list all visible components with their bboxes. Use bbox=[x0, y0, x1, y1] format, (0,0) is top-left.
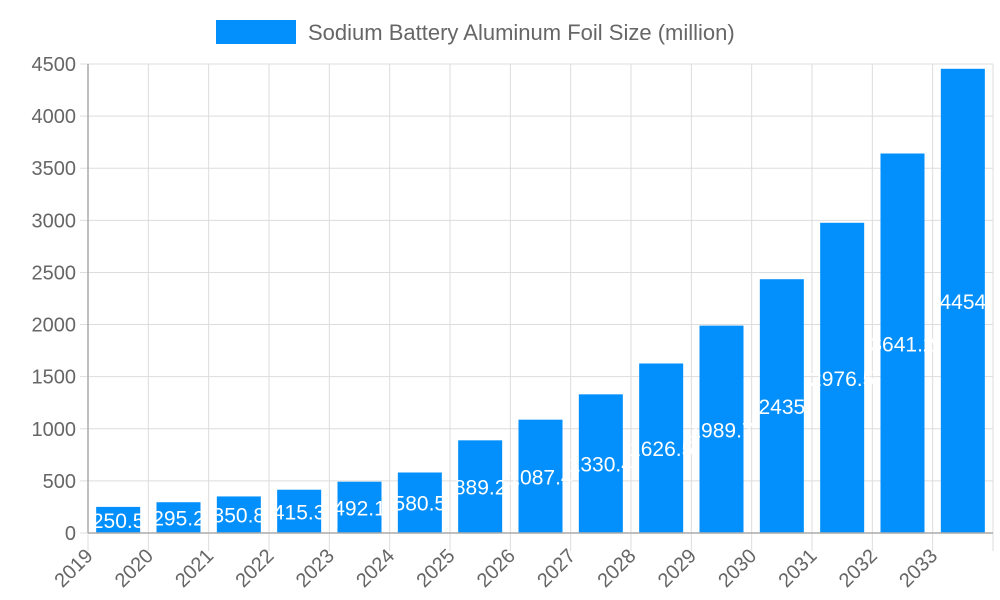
x-tick-label: 2024 bbox=[352, 545, 399, 592]
bar bbox=[277, 489, 322, 533]
data-label: 250.5 bbox=[92, 510, 145, 533]
x-tick-label: 2031 bbox=[775, 545, 822, 592]
x-tick-label: 2026 bbox=[473, 545, 520, 592]
data-label: 1989.7 bbox=[689, 419, 753, 442]
data-label: 350.8 bbox=[213, 505, 266, 528]
x-tick-label: 2023 bbox=[292, 545, 339, 592]
data-label: 580.5 bbox=[394, 493, 447, 516]
x-tick-label: 2021 bbox=[171, 545, 218, 592]
y-tick-label: 3000 bbox=[32, 210, 77, 232]
data-label: 295.2 bbox=[152, 508, 205, 531]
data-label: 1087.4 bbox=[508, 466, 573, 489]
bar bbox=[337, 481, 382, 533]
bar bbox=[940, 68, 985, 533]
y-tick-label: 500 bbox=[43, 471, 76, 493]
data-label: 1330.4 bbox=[569, 454, 634, 477]
y-tick-label: 2500 bbox=[32, 262, 77, 284]
bar bbox=[639, 363, 684, 533]
x-tick-label: 2022 bbox=[232, 545, 279, 592]
bar bbox=[156, 502, 201, 533]
y-tick-label: 1000 bbox=[32, 419, 77, 441]
y-tick-label: 4500 bbox=[32, 54, 77, 76]
legend-swatch bbox=[216, 20, 296, 44]
x-tick-label: 2019 bbox=[51, 545, 98, 592]
bar bbox=[820, 222, 865, 533]
data-label: 3641.2 bbox=[870, 333, 934, 356]
legend-label: Sodium Battery Aluminum Foil Size (milli… bbox=[308, 20, 735, 45]
data-label: 1626.5 bbox=[629, 438, 693, 461]
y-tick-label: 3500 bbox=[32, 158, 77, 180]
y-tick-label: 2000 bbox=[32, 315, 77, 337]
bar bbox=[458, 440, 503, 533]
x-tick-label: 2032 bbox=[835, 545, 882, 592]
data-label: 492.1 bbox=[333, 497, 386, 520]
bar bbox=[578, 394, 623, 533]
legend[interactable]: Sodium Battery Aluminum Foil Size (milli… bbox=[216, 20, 735, 45]
x-tick-label: 2029 bbox=[654, 545, 701, 592]
data-labels: 250.5 295.2 350.8 415.3 492.1 580.5 889.2 1087.… bbox=[92, 291, 987, 533]
x-tick-label: 2025 bbox=[413, 545, 460, 592]
bar bbox=[880, 153, 925, 533]
x-tick-label: 2028 bbox=[594, 545, 641, 592]
x-tick-label: 2027 bbox=[533, 545, 580, 592]
bar bbox=[518, 419, 563, 533]
bar bbox=[216, 496, 261, 533]
y-tick-label: 0 bbox=[65, 523, 76, 545]
x-tick-label: 2033 bbox=[895, 545, 942, 592]
data-label: 4454 bbox=[939, 291, 986, 314]
y-tick-label: 4000 bbox=[32, 106, 77, 128]
x-tick-label: 2020 bbox=[111, 545, 158, 592]
x-tick-label: 2030 bbox=[714, 545, 761, 592]
grid bbox=[80, 63, 994, 551]
bar bbox=[96, 506, 141, 533]
data-label: 2435 bbox=[758, 396, 805, 419]
bar bbox=[699, 325, 744, 533]
data-label: 889.2 bbox=[454, 477, 507, 500]
bars bbox=[96, 68, 985, 533]
data-label: 2976.5 bbox=[810, 368, 874, 391]
y-tick-label: 1500 bbox=[32, 367, 77, 389]
data-label: 415.3 bbox=[273, 501, 326, 524]
bar bbox=[759, 279, 804, 533]
bar bbox=[397, 472, 442, 533]
